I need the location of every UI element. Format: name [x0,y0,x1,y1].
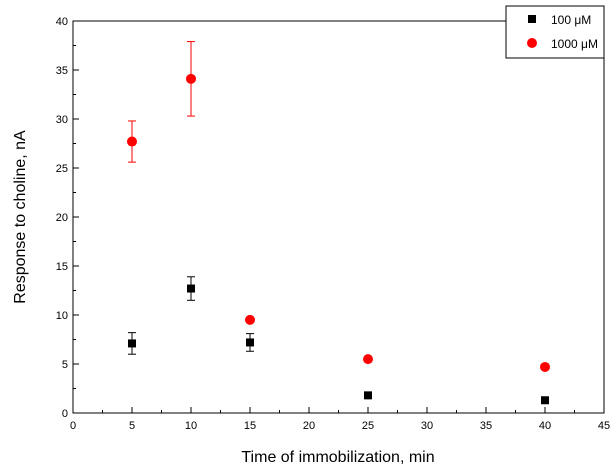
x-tick-label: 10 [185,420,197,432]
data-point-1000um [245,314,255,325]
x-tick-label: 15 [244,420,256,432]
data-points [127,73,550,405]
x-tick-label: 5 [129,420,135,432]
error-bars [128,41,254,355]
y-tick-label: 30 [56,114,68,126]
data-point-100um [364,391,372,400]
y-tick-label: 5 [62,359,68,371]
y-tick-label: 15 [56,261,68,273]
data-point-1000um [540,361,550,372]
x-tick-label: 45 [598,420,610,432]
y-tick-label: 20 [56,212,68,224]
data-point-100um [187,284,195,293]
plot-frame [72,20,605,414]
data-point-100um [128,339,136,348]
x-tick-label: 0 [70,420,76,432]
legend-label-1000um: 1000 μM [551,37,598,51]
data-point-1000um [127,136,137,147]
y-tick-label: 0 [62,408,68,420]
y-tick-label: 10 [56,310,68,322]
x-tick-label: 30 [421,420,433,432]
legend-marker-100um [528,15,536,23]
data-point-1000um [363,354,373,365]
data-point-100um [246,338,254,347]
y-tick-label: 25 [56,163,68,175]
legend-marker-1000um [527,38,537,48]
legend-label-100um: 100 μM [551,13,591,27]
y-axis-title: Response to choline, nA [12,130,29,304]
legend: 100 μM 1000 μM [505,5,605,59]
x-tick-label: 25 [362,420,374,432]
data-point-100um [541,396,549,405]
y-tick-label: 40 [56,16,68,28]
x-tick-label: 20 [303,420,315,432]
x-axis-title: Time of immobilization, min [241,449,434,466]
x-tick-label: 40 [539,420,551,432]
data-point-1000um [186,73,196,84]
legend-box [505,5,605,59]
y-tick-label: 35 [56,65,68,77]
axes [72,20,605,414]
x-tick-label: 35 [480,420,492,432]
ticks: 0 5 10 15 20 25 30 35 40 45 0 5 10 15 20 25 30 35 40 [56,16,610,432]
